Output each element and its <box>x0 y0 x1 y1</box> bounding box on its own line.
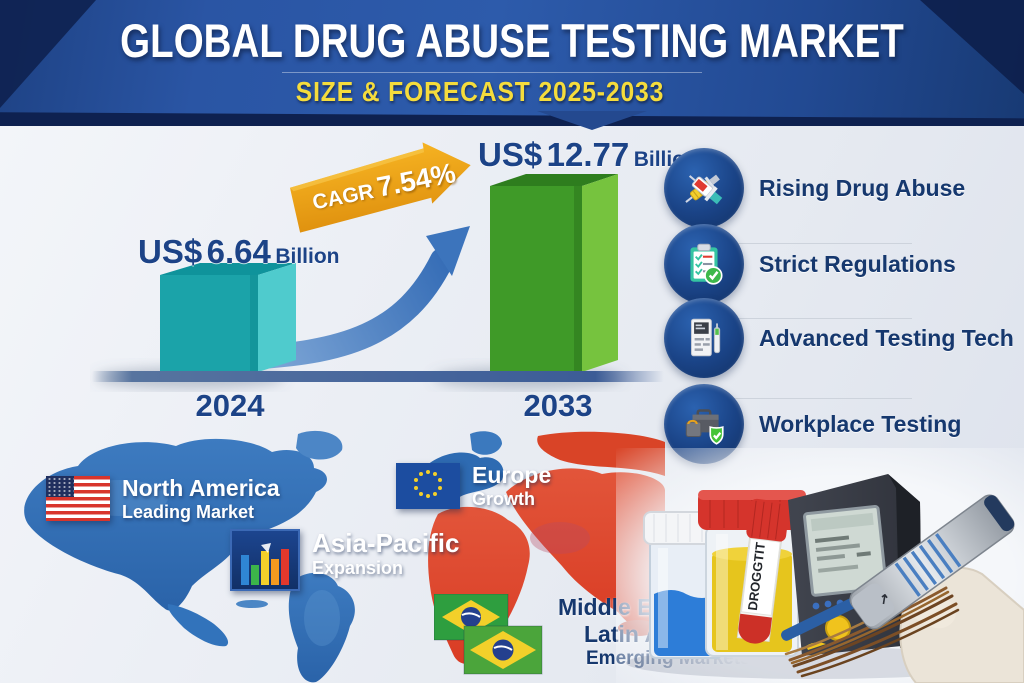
banner-corner-left <box>0 0 96 108</box>
map-scandinavia <box>470 431 502 455</box>
driver-label: Strict Regulations <box>759 250 956 277</box>
region-name: North America <box>122 475 280 501</box>
driver-row-advanced-testing-tech: Advanced Testing Tech <box>664 298 1014 378</box>
brazil-flags-glyph <box>433 593 543 675</box>
axis-label-2033: 2033 <box>523 388 593 423</box>
clipboard-check-icon <box>664 224 744 304</box>
region-caption: Growth <box>472 488 535 509</box>
value-label-2024: US$ 6.64 Billion <box>138 233 340 271</box>
driver-row-rising-drug-abuse: Rising Drug Abuse <box>664 148 965 228</box>
bar-2033 <box>490 174 618 372</box>
banner-ribbon-notch <box>537 111 647 130</box>
testing-products-photo: DROGGTIT <box>616 448 1024 683</box>
map-central-america <box>167 604 229 647</box>
brazil-flag-front <box>463 625 543 675</box>
driver-label: Rising Drug Abuse <box>759 174 966 201</box>
region-caption: Expansion <box>312 558 404 579</box>
region-north-america: North America Leading Market <box>46 475 280 522</box>
cagr-ribbon-shape <box>289 142 471 233</box>
map-south-america <box>288 572 355 683</box>
region-name: Europe <box>472 462 552 488</box>
hair-sample <box>784 580 960 678</box>
testing-products-illustration: DROGGTIT <box>626 474 1024 683</box>
region-caption: Leading Market <box>122 501 255 522</box>
region-europe: Europe Growth <box>396 462 552 509</box>
value-2033-prefix: US$ <box>478 136 543 173</box>
cagr-ribbon: CAGR 7.54% <box>286 135 482 239</box>
specimen-cup-blue <box>643 511 727 659</box>
banner-divider <box>282 72 702 73</box>
brazil-flags <box>433 593 546 676</box>
map-highlight-mideast <box>530 522 590 554</box>
page-subtitle: SIZE & FORECAST 2025-2033 <box>295 76 665 107</box>
region-asia-pacific: Asia-Pacific Expansion <box>230 528 460 591</box>
chart-baseline <box>92 371 664 382</box>
page-title: GLOBAL DRUG ABUSE TESTING MARKET <box>120 14 904 67</box>
driver-label: Workplace Testing <box>759 410 962 437</box>
driver-row-strict-regulations: Strict Regulations <box>664 224 956 304</box>
analyzer-device-icon <box>664 298 744 378</box>
syringes-icon <box>664 148 744 228</box>
driver-divider-3 <box>694 398 912 399</box>
banner-corner-right <box>920 0 1024 94</box>
briefcase-glyph <box>685 409 724 445</box>
driver-divider-2 <box>694 318 912 319</box>
value-2024-amount: 6.64 <box>206 233 271 270</box>
eu-stars <box>414 470 442 498</box>
clipboard-glyph <box>690 243 723 285</box>
eu-flag <box>396 463 460 509</box>
value-2033-amount: 12.77 <box>546 136 630 173</box>
value-2024-prefix: US$ <box>138 233 203 270</box>
syringes-glyph <box>685 174 723 205</box>
map-highlight-brazil <box>304 590 340 646</box>
usa-flag <box>46 476 110 521</box>
map-greenland <box>296 430 343 460</box>
bar-2024 <box>160 263 296 372</box>
metal-device: ↗ <box>849 494 1015 630</box>
banner: GLOBAL DRUG ABUSE TESTING MARKET SIZE & … <box>0 0 1024 119</box>
bar-chart-badge <box>230 529 300 591</box>
map-caribbean <box>236 600 268 608</box>
bar-chart-glyph <box>241 543 289 585</box>
market-bar-chart <box>95 174 623 389</box>
value-2024-unit: Billion <box>275 245 340 268</box>
analyzer-glyph <box>690 318 721 357</box>
axis-label-2024: 2024 <box>195 388 265 423</box>
driver-label: Advanced Testing Tech <box>759 324 1014 351</box>
driver-divider-1 <box>694 243 912 244</box>
region-name: Asia-Pacific <box>312 528 460 558</box>
test-tube: DROGGTIT <box>736 498 790 644</box>
